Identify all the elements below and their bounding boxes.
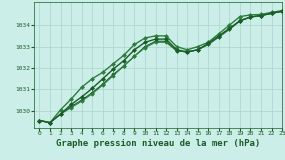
X-axis label: Graphe pression niveau de la mer (hPa): Graphe pression niveau de la mer (hPa)	[56, 139, 260, 148]
